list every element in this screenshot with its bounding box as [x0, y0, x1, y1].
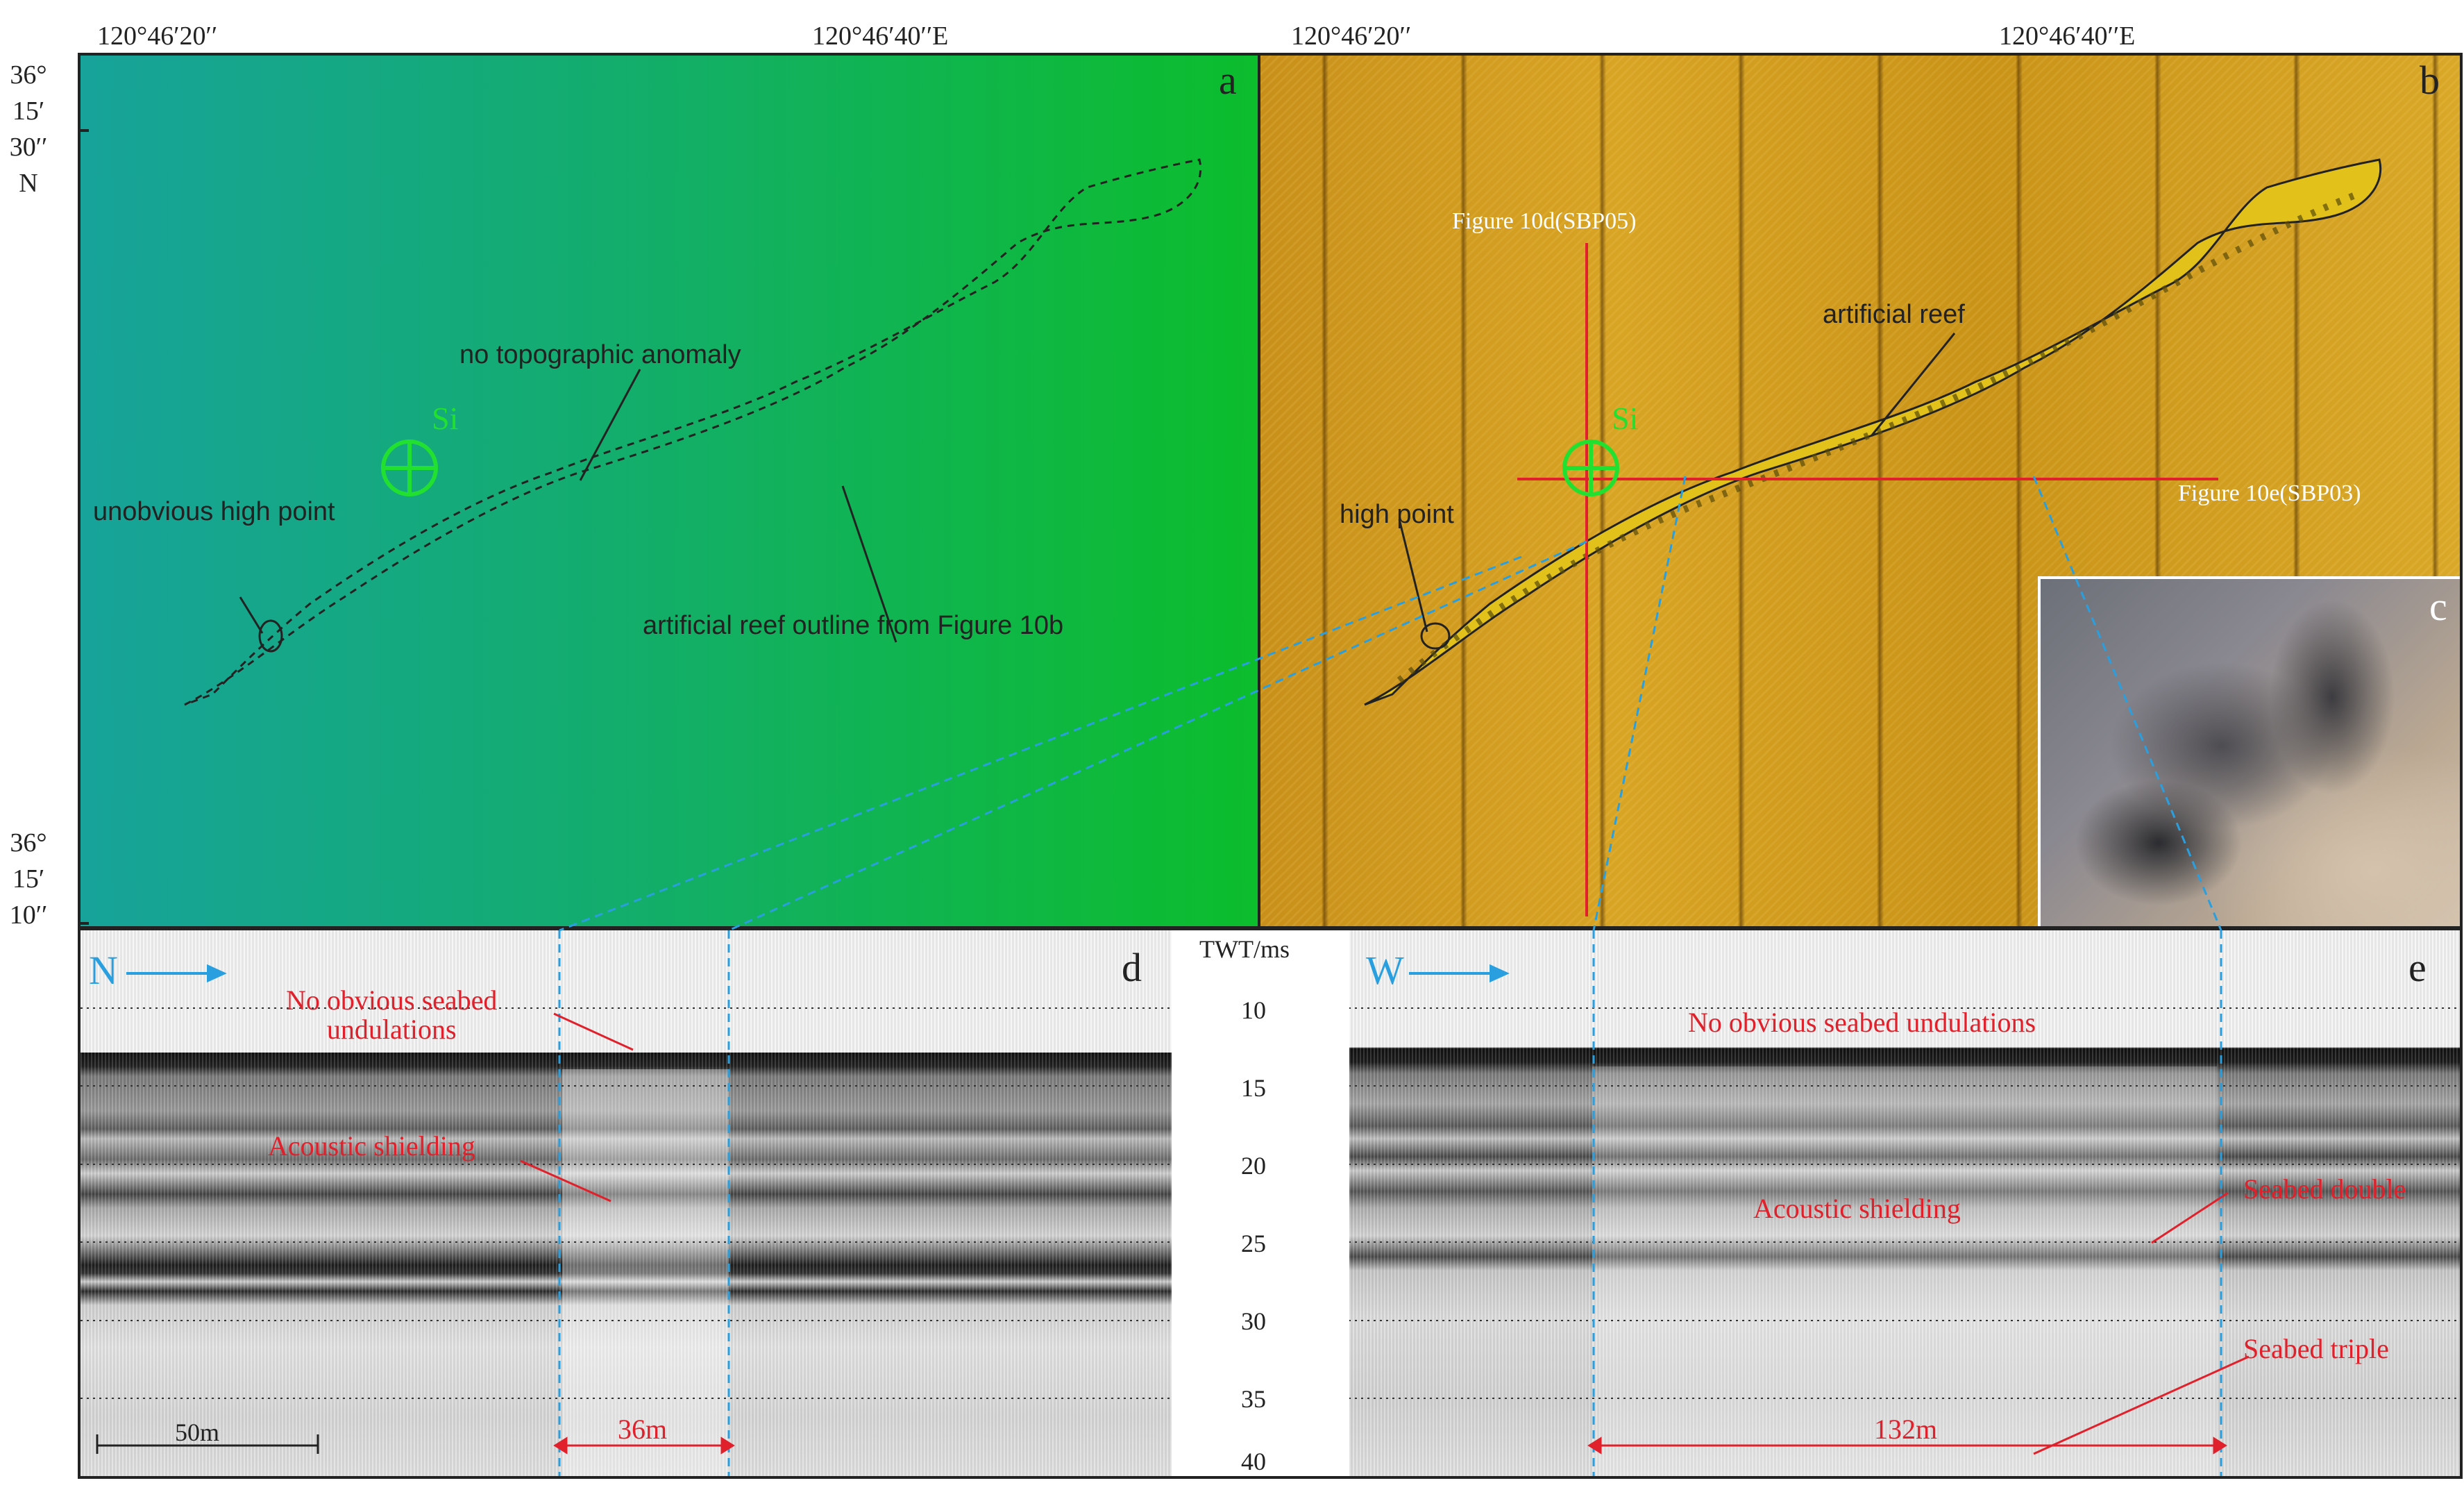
- d-width-label: 36m: [618, 1414, 668, 1445]
- twt-title: TWT/ms: [1199, 935, 1290, 963]
- high-point-label: high point: [1340, 500, 1454, 529]
- panel-e-sbp-profile: [1349, 930, 2460, 1476]
- annotation-unobvious-high-point: unobvious high point: [93, 497, 335, 526]
- direction-e: W: [1366, 948, 1404, 993]
- twt-tick-10: 10: [1241, 996, 1266, 1024]
- lon-tick-b2: 120°46′40′′E: [1999, 22, 2136, 51]
- d-seabed-note: No obvious seabed undulations: [286, 985, 498, 1045]
- e-shielding-note: Acoustic shielding: [1753, 1193, 1961, 1224]
- profile-d-label: Figure 10d(SBP05): [1452, 208, 1637, 234]
- leader-high-point: [1398, 519, 1428, 632]
- panel-a-label: a: [1219, 58, 1237, 103]
- e-seabed-note: No obvious seabed undulations: [1688, 1007, 2036, 1038]
- high-point-marker: [1420, 622, 1451, 650]
- leader-no-anomaly: [579, 369, 641, 481]
- panel-d-label: d: [1122, 945, 1142, 990]
- lon-tick-a1: 120°46′20′′: [97, 22, 218, 51]
- reef-label: artificial reef: [1823, 300, 1965, 329]
- panel-c-label: c: [2429, 584, 2447, 629]
- leader-d-seabed: [553, 1012, 634, 1051]
- twt-tick-40: 40: [1241, 1448, 1266, 1475]
- lon-tick-b1: 120°46′20′′: [1291, 22, 1412, 51]
- unobvious-high-point-marker: [258, 619, 283, 653]
- panel-b-overlay: [1364, 158, 2382, 916]
- twt-tick-20: 20: [1241, 1152, 1266, 1180]
- e-triple-note: Seabed triple: [2243, 1333, 2389, 1364]
- twt-axis: TWT/ms 10 15 20 25 30 35 40: [1172, 930, 1349, 1476]
- link-d-right: [728, 540, 1587, 932]
- leader-outline: [841, 485, 897, 643]
- link-d-left: [559, 555, 1522, 932]
- panel-a-bathymetry-map: a Si no topographic anomaly unobvious hi…: [78, 53, 1262, 929]
- shielding-zone-e: [1592, 1066, 2217, 1476]
- twt-tick-15: 15: [1241, 1074, 1266, 1102]
- lon-tick-a2: 120°46′40′′E: [812, 22, 949, 51]
- leader-d-shielding: [520, 1159, 611, 1203]
- site-label-a: Si: [432, 401, 459, 436]
- e-width-label: 132m: [1874, 1414, 1938, 1445]
- shielding-zone-d: [562, 1069, 729, 1476]
- panel-b-sonar-mosaic: b Si Figure 10d(SBP05) Figure 10e(SBP03)…: [1258, 53, 2463, 929]
- link-e-right: [2032, 476, 2222, 931]
- d-shielding-note: Acoustic shielding: [268, 1130, 475, 1162]
- twt-tick-30: 30: [1241, 1307, 1266, 1335]
- leader-e-triple: [2033, 1355, 2250, 1455]
- direction-d: N: [89, 948, 118, 993]
- lat-tick-lower: 36° 15′ 10′′: [9, 828, 48, 930]
- e-double-note: Seabed double: [2243, 1173, 2406, 1205]
- panel-c-3d-render: c: [2038, 576, 2460, 926]
- lat-tick-upper: 36° 15′ 30′′ N: [9, 60, 48, 198]
- annotation-outline: artificial reef outline from Figure 10b: [643, 611, 1064, 640]
- leader-unobvious: [239, 596, 264, 634]
- leader-reef: [1870, 333, 1956, 437]
- scale-bar-label: 50m: [175, 1418, 220, 1446]
- reef-outline-dashed: [184, 158, 1202, 706]
- link-e-left: [1592, 476, 1687, 931]
- panel-d-sbp-profile: [81, 930, 1172, 1476]
- panel-a-overlay: [81, 129, 1202, 925]
- panel-b-label: b: [2420, 58, 2440, 103]
- annotation-no-anomaly: no topographic anomaly: [459, 340, 741, 369]
- panel-e-label: e: [2408, 945, 2427, 990]
- twt-tick-25: 25: [1241, 1230, 1266, 1257]
- profile-e-label: Figure 10e(SBP03): [2178, 480, 2361, 506]
- site-label-b: Si: [1612, 401, 1639, 436]
- leader-e-double: [2151, 1191, 2229, 1244]
- twt-tick-35: 35: [1241, 1385, 1266, 1413]
